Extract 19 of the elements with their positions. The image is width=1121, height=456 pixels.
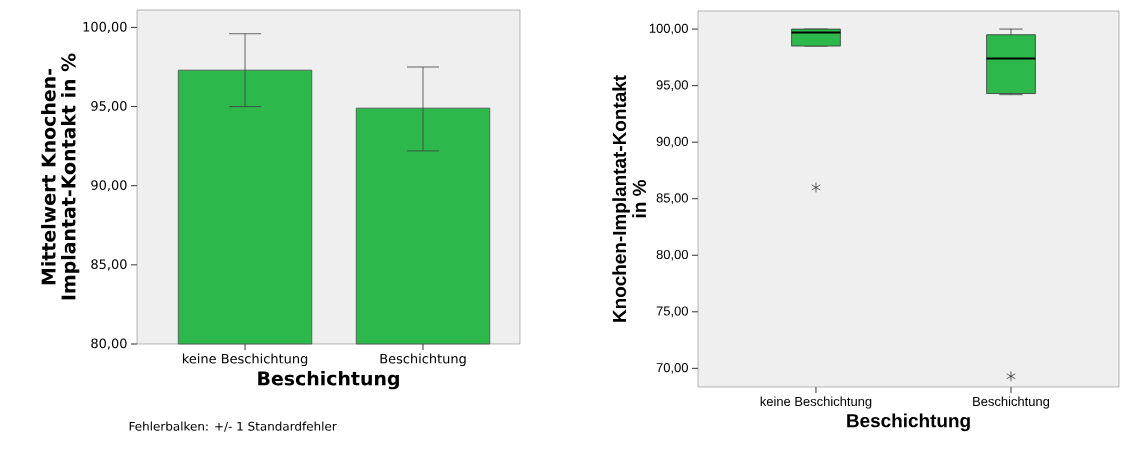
x-tick-label: keine Beschichtung: [182, 353, 308, 367]
y-tick-label: 70,00: [656, 362, 688, 374]
y-tick-label: 95,00: [656, 80, 688, 91]
y-axis-title: Knochen-Implantat-Kontakt in %: [612, 75, 647, 322]
text: Fehlerbalken: +/- 1 Standardfehler: [129, 421, 337, 432]
y-tick-label: 90,00: [656, 136, 688, 148]
y-tick-label: 85,00: [656, 193, 688, 205]
y-tick-label: 85,00: [91, 259, 127, 271]
y-tick-label: 80,00: [91, 338, 127, 350]
x-axis-title: Beschichtung: [847, 413, 970, 432]
y-axis-title: Mittelwert Knochen- Implantat-Kontakt in %: [41, 53, 80, 300]
y-tick-label: 80,00: [656, 249, 688, 261]
y-tick-label: 100,00: [649, 23, 688, 35]
x-axis-title: Beschichtung: [258, 370, 399, 390]
x-tick-label: keine Beschichtung: [760, 396, 872, 409]
y-tick-label: 75,00: [656, 306, 688, 318]
y-tick-label: 100,00: [83, 21, 127, 33]
y-tick-label: 95,00: [91, 101, 127, 113]
y-tick-label: 90,00: [91, 180, 127, 192]
